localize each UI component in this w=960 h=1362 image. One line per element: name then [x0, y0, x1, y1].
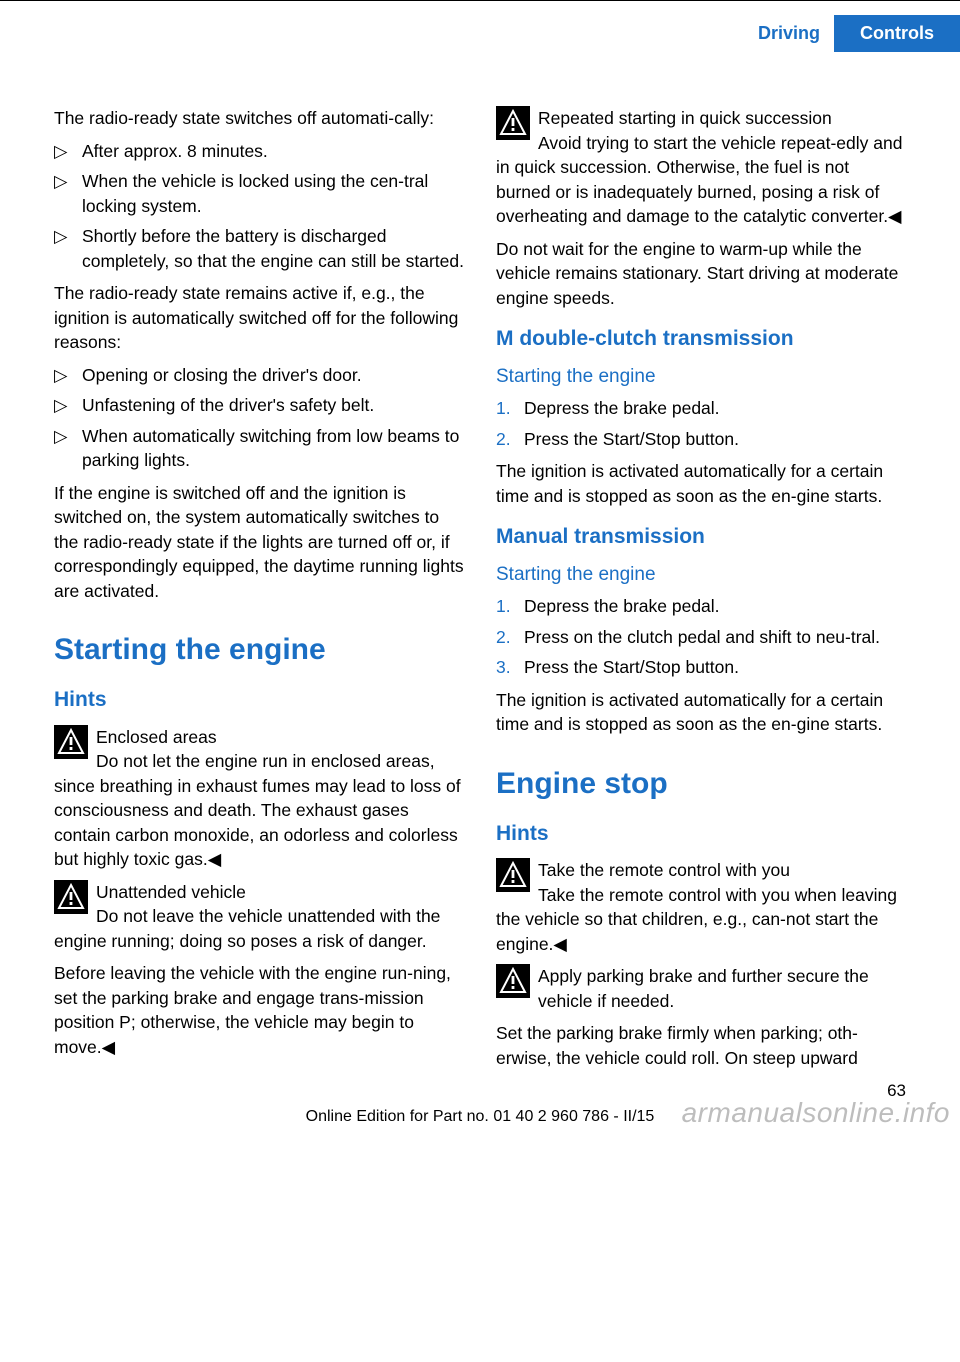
section-heading: Engine stop	[496, 763, 906, 805]
footer-text: Online Edition for Part no. 01 40 2 960 …	[306, 1108, 655, 1125]
list-item: 1.Depress the brake pedal.	[496, 594, 906, 619]
numbered-list: 1.Depress the brake pedal. 2.Press the S…	[496, 396, 906, 451]
body-text: The radio-ready state remains active if,…	[54, 281, 464, 355]
step-number: 3.	[496, 655, 524, 680]
warning-body: Do not let the engine run in enclosed ar…	[54, 751, 461, 869]
bullet-list: ▷Opening or closing the driver's door. ▷…	[54, 363, 464, 473]
warning-icon	[54, 725, 88, 759]
warning-block: Apply parking brake and further secure t…	[496, 964, 906, 1013]
breadcrumb-driving: Driving	[744, 15, 834, 52]
list-text: Shortly before the battery is discharged…	[82, 224, 464, 273]
step-number: 2.	[496, 427, 524, 452]
warning-icon	[54, 880, 88, 914]
list-text: Press the Start/Stop button.	[524, 427, 906, 452]
warning-icon	[496, 964, 530, 998]
body-text: If the engine is switched off and the ig…	[54, 481, 464, 604]
warning-title: Apply parking brake and further secure t…	[538, 966, 869, 1011]
list-text: Press on the clutch pedal and shift to n…	[524, 625, 906, 650]
body-text: The radio-ready state switches off autom…	[54, 106, 464, 131]
right-column: Repeated starting in quick succession Av…	[496, 106, 906, 1078]
body-text: The ignition is activated automatically …	[496, 459, 906, 508]
page-footer: Online Edition for Part no. 01 40 2 960 …	[0, 1078, 960, 1140]
list-item: ▷Opening or closing the driver's door.	[54, 363, 464, 388]
list-item: 2.Press on the clutch pedal and shift to…	[496, 625, 906, 650]
body-text: Do not wait for the engine to warm-up wh…	[496, 237, 906, 311]
bullet-icon: ▷	[54, 139, 82, 164]
page-header: Driving Controls	[0, 0, 960, 66]
list-text: Opening or closing the driver's door.	[82, 363, 464, 388]
body-text: The ignition is activated automatically …	[496, 688, 906, 737]
step-number: 1.	[496, 594, 524, 619]
step-number: 2.	[496, 625, 524, 650]
list-item: ▷Unfastening of the driver's safety belt…	[54, 393, 464, 418]
warning-title: Unattended vehicle	[96, 882, 246, 902]
left-column: The radio-ready state switches off autom…	[54, 106, 464, 1078]
warning-title: Enclosed areas	[96, 727, 217, 747]
bullet-icon: ▷	[54, 393, 82, 418]
warning-block: Unattended vehicle Do not leave the vehi…	[54, 880, 464, 954]
list-item: ▷When the vehicle is locked using the ce…	[54, 169, 464, 218]
warning-body: Do not leave the vehicle unattended with…	[54, 906, 440, 951]
list-item: ▷When automatically switching from low b…	[54, 424, 464, 473]
bullet-icon: ▷	[54, 363, 82, 388]
section-heading: Starting the engine	[54, 629, 464, 671]
list-item: ▷After approx. 8 minutes.	[54, 139, 464, 164]
list-text: After approx. 8 minutes.	[82, 139, 464, 164]
breadcrumb-controls: Controls	[834, 15, 960, 52]
sub-heading: Starting the engine	[496, 364, 906, 391]
list-item: 1.Depress the brake pedal.	[496, 396, 906, 421]
subsection-heading: M double-clutch transmission	[496, 324, 906, 353]
list-item: 3.Press the Start/Stop button.	[496, 655, 906, 680]
warning-block: Repeated starting in quick succession Av…	[496, 106, 906, 229]
body-text: Before leaving the vehicle with the engi…	[54, 961, 464, 1059]
warning-icon	[496, 858, 530, 892]
list-text: Depress the brake pedal.	[524, 594, 906, 619]
warning-block: Take the remote control with you Take th…	[496, 858, 906, 956]
warning-block: Enclosed areas Do not let the engine run…	[54, 725, 464, 872]
page-content: The radio-ready state switches off autom…	[0, 66, 960, 1078]
warning-body: Avoid trying to start the vehicle repeat…	[496, 133, 902, 227]
warning-title: Take the remote control with you	[538, 860, 790, 880]
sub-heading: Starting the engine	[496, 562, 906, 589]
list-item: 2.Press the Start/Stop button.	[496, 427, 906, 452]
list-text: Press the Start/Stop button.	[524, 655, 906, 680]
list-text: When automatically switching from low be…	[82, 424, 464, 473]
list-item: ▷Shortly before the battery is discharge…	[54, 224, 464, 273]
subsection-heading: Hints	[54, 685, 464, 714]
list-text: Unfastening of the driver's safety belt.	[82, 393, 464, 418]
subsection-heading: Hints	[496, 819, 906, 848]
warning-body: Take the remote control with you when le…	[496, 885, 897, 954]
warning-title: Repeated starting in quick succession	[538, 108, 832, 128]
subsection-heading: Manual transmission	[496, 522, 906, 551]
bullet-icon: ▷	[54, 224, 82, 273]
bullet-icon: ▷	[54, 424, 82, 473]
body-text: Set the parking brake firmly when parkin…	[496, 1021, 906, 1070]
numbered-list: 1.Depress the brake pedal. 2.Press on th…	[496, 594, 906, 680]
step-number: 1.	[496, 396, 524, 421]
bullet-list: ▷After approx. 8 minutes. ▷When the vehi…	[54, 139, 464, 274]
warning-icon	[496, 106, 530, 140]
bullet-icon: ▷	[54, 169, 82, 218]
list-text: When the vehicle is locked using the cen…	[82, 169, 464, 218]
list-text: Depress the brake pedal.	[524, 396, 906, 421]
